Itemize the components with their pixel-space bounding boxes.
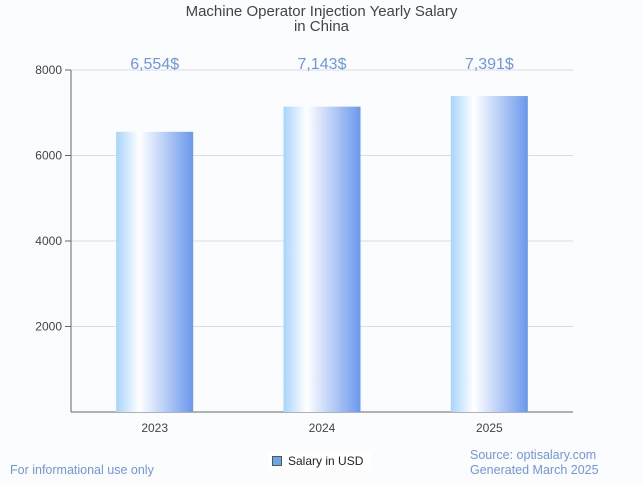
generated-date: Generated March 2025 bbox=[470, 463, 599, 477]
x-tick-label: 2025 bbox=[476, 421, 503, 435]
source-link[interactable]: Source: optisalary.com bbox=[470, 448, 597, 462]
title-line-2: in China bbox=[293, 18, 350, 35]
y-tick-label: 4000 bbox=[35, 234, 62, 248]
legend[interactable]: Salary in USD bbox=[268, 452, 372, 470]
legend-swatch bbox=[272, 456, 282, 466]
title-line-1: Machine Operator Injection Yearly Salary bbox=[185, 3, 458, 20]
bar-2025 bbox=[450, 96, 528, 412]
y-tick-label: 8000 bbox=[35, 63, 62, 77]
x-tick-label: 2023 bbox=[141, 421, 168, 435]
data-label: 7,391$ bbox=[465, 56, 514, 73]
chart-title: Machine Operator Injection Yearly Salary… bbox=[0, 4, 643, 34]
data-label: 7,143$ bbox=[298, 56, 347, 73]
disclaimer: For informational use only bbox=[10, 463, 154, 477]
data-label: 6,554$ bbox=[130, 56, 179, 73]
x-tick-label: 2024 bbox=[309, 421, 336, 435]
bar-2024 bbox=[283, 106, 361, 412]
bar-2023 bbox=[116, 131, 194, 412]
y-tick-label: 6000 bbox=[35, 149, 62, 163]
y-tick-label: 2000 bbox=[35, 320, 62, 334]
legend-label: Salary in USD bbox=[288, 454, 364, 468]
